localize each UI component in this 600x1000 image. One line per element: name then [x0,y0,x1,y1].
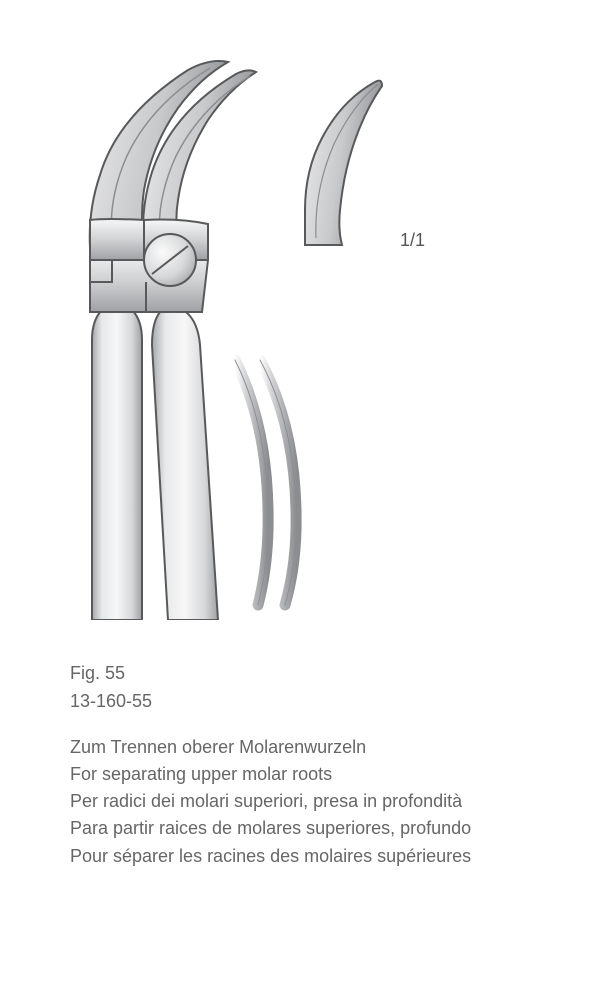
part-number: 13-160-55 [70,688,560,714]
forceps-illustration: 1/1 [60,60,540,620]
description-es: Para partir raices de molares superiores… [70,815,560,841]
handle-right [152,312,218,620]
curve-stroke-1 [235,360,268,605]
description-en: For separating upper molar roots [70,761,560,787]
description-de: Zum Trennen oberer Molarenwurzeln [70,734,560,760]
forceps-svg [60,60,540,620]
handle-left [92,310,142,620]
description-it: Per radici dei molari superiori, presa i… [70,788,560,814]
scale-label: 1/1 [400,230,425,251]
hinge-upper [90,219,144,260]
description-fr: Pour séparer les racines des molaires su… [70,843,560,869]
caption-block: Fig. 55 13-160-55 Zum Trennen oberer Mol… [70,660,560,870]
figure-label: Fig. 55 [70,660,560,686]
